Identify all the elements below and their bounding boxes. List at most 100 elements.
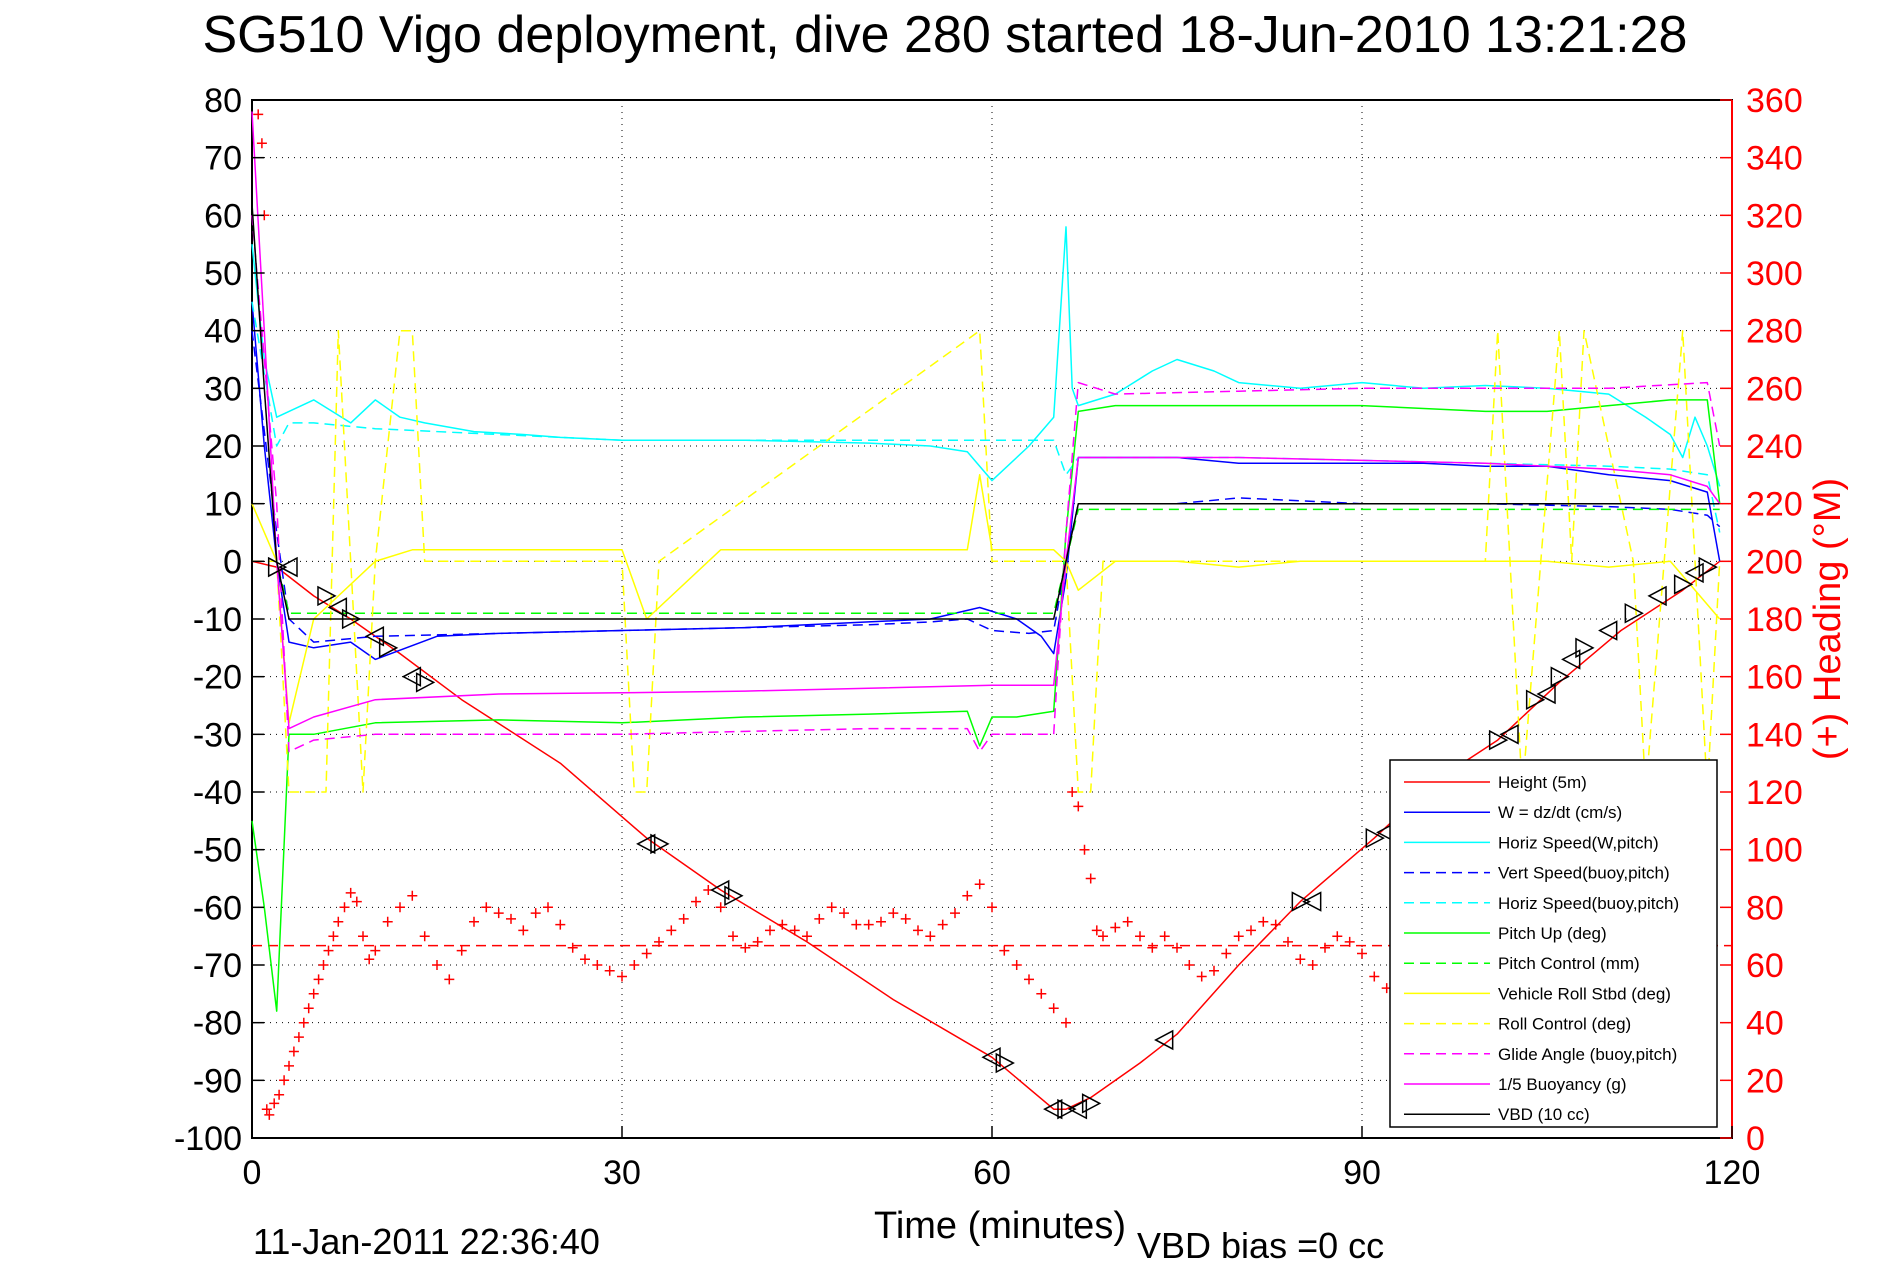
heading-point	[339, 902, 350, 913]
heading-point	[1024, 974, 1034, 985]
heading-point	[987, 902, 997, 913]
heading-point	[269, 1098, 280, 1109]
heading-point	[1295, 954, 1306, 965]
heading-point	[1307, 960, 1318, 970]
y2-tick-label: 140	[1746, 716, 1803, 754]
y-tick-label: -80	[193, 1005, 242, 1043]
legend-label-1: W = dz/dt (cm/s)	[1498, 803, 1622, 822]
heading-point	[962, 890, 973, 901]
triangle-marker	[1525, 689, 1546, 710]
heading-point	[876, 916, 886, 927]
heading-point	[284, 1060, 294, 1071]
triangle-marker	[1365, 827, 1385, 849]
heading-point	[293, 1032, 304, 1043]
y-tick-label: 10	[204, 486, 242, 524]
legend-label-9: Glide Angle (buoy,pitch)	[1498, 1045, 1677, 1064]
heading-point	[752, 936, 763, 947]
grid-layer	[252, 100, 1732, 1138]
heading-point	[469, 916, 479, 927]
y2-tick-label: 360	[1746, 82, 1803, 120]
heading-point	[1233, 931, 1244, 942]
heading-point	[1110, 922, 1121, 933]
heading-point	[308, 988, 319, 999]
heading-point	[925, 931, 936, 942]
legend-label-8: Roll Control (deg)	[1498, 1015, 1631, 1034]
heading-point	[261, 1104, 272, 1115]
triangle-marker	[327, 597, 348, 618]
heading-point	[345, 887, 356, 898]
y2-tick-label: 320	[1746, 197, 1803, 235]
triangle-marker	[1647, 585, 1667, 607]
heading-point	[364, 954, 375, 965]
triangle-marker	[1154, 1029, 1174, 1051]
y-tick-label: 80	[204, 82, 242, 120]
y-tick-label: 60	[204, 197, 242, 235]
heading-point	[1098, 931, 1108, 942]
heading-point	[370, 945, 381, 956]
y-tick-label: -90	[193, 1062, 242, 1100]
y-tick-label: -60	[193, 889, 242, 927]
series-line-11	[251, 203, 1720, 620]
triangle-marker	[341, 608, 362, 630]
y-tick-label: -70	[193, 947, 242, 985]
heading-point	[351, 896, 362, 907]
y-tick-label: 40	[204, 313, 242, 351]
y2-tick-label: 100	[1746, 832, 1803, 870]
triangle-marker	[981, 1047, 1001, 1068]
heading-point	[530, 908, 541, 919]
heading-point	[765, 925, 775, 936]
y2-tick-label: 180	[1746, 601, 1803, 639]
heading-point	[580, 954, 590, 965]
triangle-marker	[1624, 602, 1644, 624]
heading-point	[333, 916, 344, 927]
heading-point	[407, 890, 418, 901]
y2-tick-label: 260	[1746, 370, 1803, 408]
y2-tick-label: 200	[1746, 543, 1803, 581]
y-tick-label: -40	[193, 774, 242, 812]
triangle-marker	[278, 556, 298, 578]
triangle-marker	[1302, 891, 1322, 912]
triangle-marker	[1673, 574, 1694, 595]
heading-point	[1159, 931, 1170, 942]
x-axis: 0 30 60 90 120	[243, 1126, 1760, 1192]
series-line-4	[251, 301, 1721, 533]
y-tick-label: -30	[193, 716, 242, 754]
heading-point	[555, 919, 566, 930]
heading-point	[1091, 925, 1102, 936]
y2-tick-label: 240	[1746, 428, 1803, 466]
triangle-marker	[650, 833, 670, 855]
heading-point	[913, 925, 923, 936]
series-line-9	[251, 215, 1721, 753]
heading-point	[1332, 931, 1343, 942]
heading-point	[303, 1003, 314, 1014]
triangle-marker	[1598, 620, 1618, 641]
triangle-marker	[1575, 637, 1595, 659]
legend-label-2: Horiz Speed(W,pitch)	[1498, 833, 1659, 852]
heading-point	[1270, 919, 1281, 930]
triangle-marker	[1043, 1098, 1063, 1120]
heading-point	[728, 931, 738, 942]
heading-point	[1135, 931, 1145, 942]
heading-point	[863, 919, 874, 930]
y-tick-label: 20	[204, 428, 242, 466]
heading-point	[851, 919, 862, 930]
x-tick-label: 0	[243, 1154, 262, 1192]
heading-point	[1344, 936, 1355, 947]
triangle-marker	[364, 626, 385, 647]
heading-point	[288, 1046, 299, 1057]
heading-point	[1184, 960, 1195, 970]
heading-point	[358, 931, 368, 942]
y2-tick-label: 340	[1746, 140, 1803, 178]
legend-label-0: Height (5m)	[1498, 773, 1587, 792]
heading-layer	[253, 109, 1392, 1120]
y-tick-label: -100	[174, 1120, 242, 1158]
heading-point	[999, 945, 1010, 956]
y-tick-label: 0	[223, 543, 242, 581]
heading-point	[592, 960, 603, 970]
triangle-marker	[710, 879, 730, 901]
heading-point	[1283, 936, 1293, 947]
triangle-marker	[401, 666, 422, 687]
heading-point	[814, 913, 825, 924]
triangle-marker	[415, 672, 436, 693]
